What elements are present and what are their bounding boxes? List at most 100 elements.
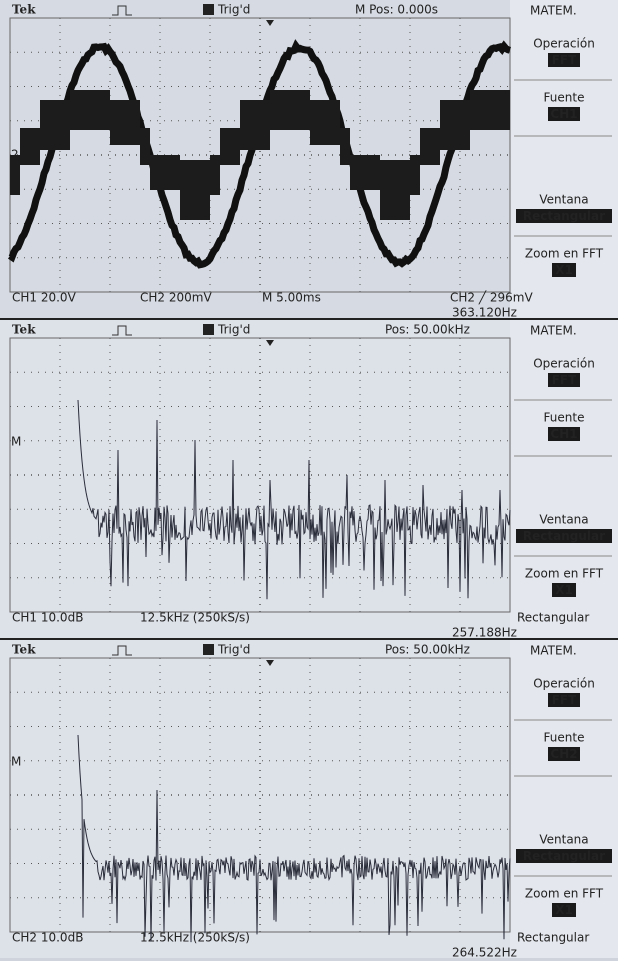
plot-frame <box>9 337 511 613</box>
step-trace <box>350 155 380 190</box>
step-trace <box>40 100 70 150</box>
trig-arrow <box>266 20 274 26</box>
step-trace <box>140 128 150 165</box>
step-trace <box>70 90 110 130</box>
menu-value: X1 <box>555 583 573 597</box>
footer-text: CH1 10.0dB <box>12 611 83 625</box>
trig-status: Trig'd <box>217 3 250 17</box>
trig-arrow <box>266 340 274 346</box>
step-trace <box>410 155 420 195</box>
step-trace <box>470 90 510 130</box>
step-trace <box>420 128 440 165</box>
step-trace <box>270 90 310 130</box>
menu-label: Fuente <box>544 411 585 425</box>
menu-value: FFT <box>552 693 577 707</box>
menu-label: Fuente <box>544 731 585 745</box>
spectrum-trace <box>77 399 511 600</box>
menu-value-box <box>548 53 580 67</box>
step-trace <box>20 128 40 165</box>
mode: MATEM. <box>530 4 577 18</box>
mode: MATEM. <box>530 644 577 658</box>
scope-panel: Tek Trig'd Pos: 50.00kHz MATEM. M Operación FF… <box>0 640 618 960</box>
trigger-icon <box>112 5 132 16</box>
footer-text: 264.522Hz <box>452 946 517 960</box>
brand: Tek <box>12 323 36 337</box>
menu-value: CH2 <box>550 747 577 761</box>
step-trace <box>380 160 410 220</box>
menu-value: CH1 <box>550 427 577 441</box>
position: Pos: 50.00kHz <box>385 643 470 657</box>
marker: M <box>11 435 21 449</box>
footer-text: M 5.00ms <box>262 291 321 305</box>
trig-status: Trig'd <box>217 323 250 337</box>
footer-text: 363.120Hz <box>452 306 517 320</box>
menu-value: CH1 <box>550 107 577 121</box>
menu-value: X1 <box>555 903 573 917</box>
mode: MATEM. <box>530 324 577 338</box>
menu-value: Rectangular <box>523 849 605 863</box>
step-trace <box>220 128 240 165</box>
brand: Tek <box>12 643 36 657</box>
trigger-icon <box>112 645 132 656</box>
plot-frame <box>9 657 511 933</box>
footer-text: 12.5kHz (250kS/s) <box>140 931 250 945</box>
menu-value-box <box>548 107 580 121</box>
menu-label: Operación <box>533 357 595 371</box>
step-trace <box>340 128 350 165</box>
position: M Pos: 0.000s <box>355 3 438 17</box>
scope-panel: Tek Trig'd M Pos: 0.000s MATEM. 2 Operación FF… <box>0 0 618 320</box>
step-trace <box>210 155 220 195</box>
step-trace <box>440 100 470 150</box>
panel-gap <box>0 638 618 640</box>
trig-status: Trig'd <box>217 643 250 657</box>
footer-text: CH1 20.0V <box>12 291 77 305</box>
menu-value-box <box>516 849 612 863</box>
step-trace <box>10 155 20 195</box>
menu-label: Ventana <box>539 193 588 207</box>
footer-text: 12.5kHz (250kS/s) <box>140 611 250 625</box>
menu-label: Zoom en FFT <box>525 887 604 901</box>
footer-text: CH2 10.0dB <box>12 931 83 945</box>
menu-value-box <box>552 583 576 597</box>
brand: Tek <box>12 3 36 17</box>
trig-box <box>203 4 214 15</box>
menu-value-box <box>552 903 576 917</box>
footer-text: CH2 200mV <box>140 291 212 305</box>
menu-label: Ventana <box>539 513 588 527</box>
menu-value: Rectangular <box>523 529 605 543</box>
menu-label: Fuente <box>544 91 585 105</box>
trig-arrow <box>266 660 274 666</box>
trig-box <box>203 644 214 655</box>
menu-value: FFT <box>552 373 577 387</box>
menu-value: Rectangular <box>523 209 605 223</box>
menu-value-box <box>548 373 580 387</box>
footer-text: Rectangular <box>517 611 589 625</box>
menu-label: Zoom en FFT <box>525 567 604 581</box>
menu-label: Zoom en FFT <box>525 247 604 261</box>
menu-value: FFT <box>552 53 577 67</box>
step-trace <box>310 100 340 145</box>
footer-text: 257.188Hz <box>452 626 517 640</box>
menu-value-box <box>548 427 580 441</box>
footer-text: CH2 ╱ 296mV <box>450 290 533 305</box>
step-trace <box>150 155 180 190</box>
step-trace <box>110 100 140 145</box>
menu-label: Operación <box>533 37 595 51</box>
menu-value-box <box>548 693 580 707</box>
trigger-icon <box>112 325 132 336</box>
footer-text: Rectangular <box>517 931 589 945</box>
menu-label: Operación <box>533 677 595 691</box>
marker: 2 <box>11 148 19 162</box>
panel-gap <box>0 318 618 320</box>
menu-label: Ventana <box>539 833 588 847</box>
position: Pos: 50.00kHz <box>385 323 470 337</box>
step-trace <box>240 100 270 150</box>
trig-box <box>203 324 214 335</box>
menu-value-box <box>516 209 612 223</box>
menu-value: X1 <box>555 263 573 277</box>
spectrum-trace <box>77 734 511 943</box>
marker: M <box>11 755 21 769</box>
menu-value-box <box>548 747 580 761</box>
